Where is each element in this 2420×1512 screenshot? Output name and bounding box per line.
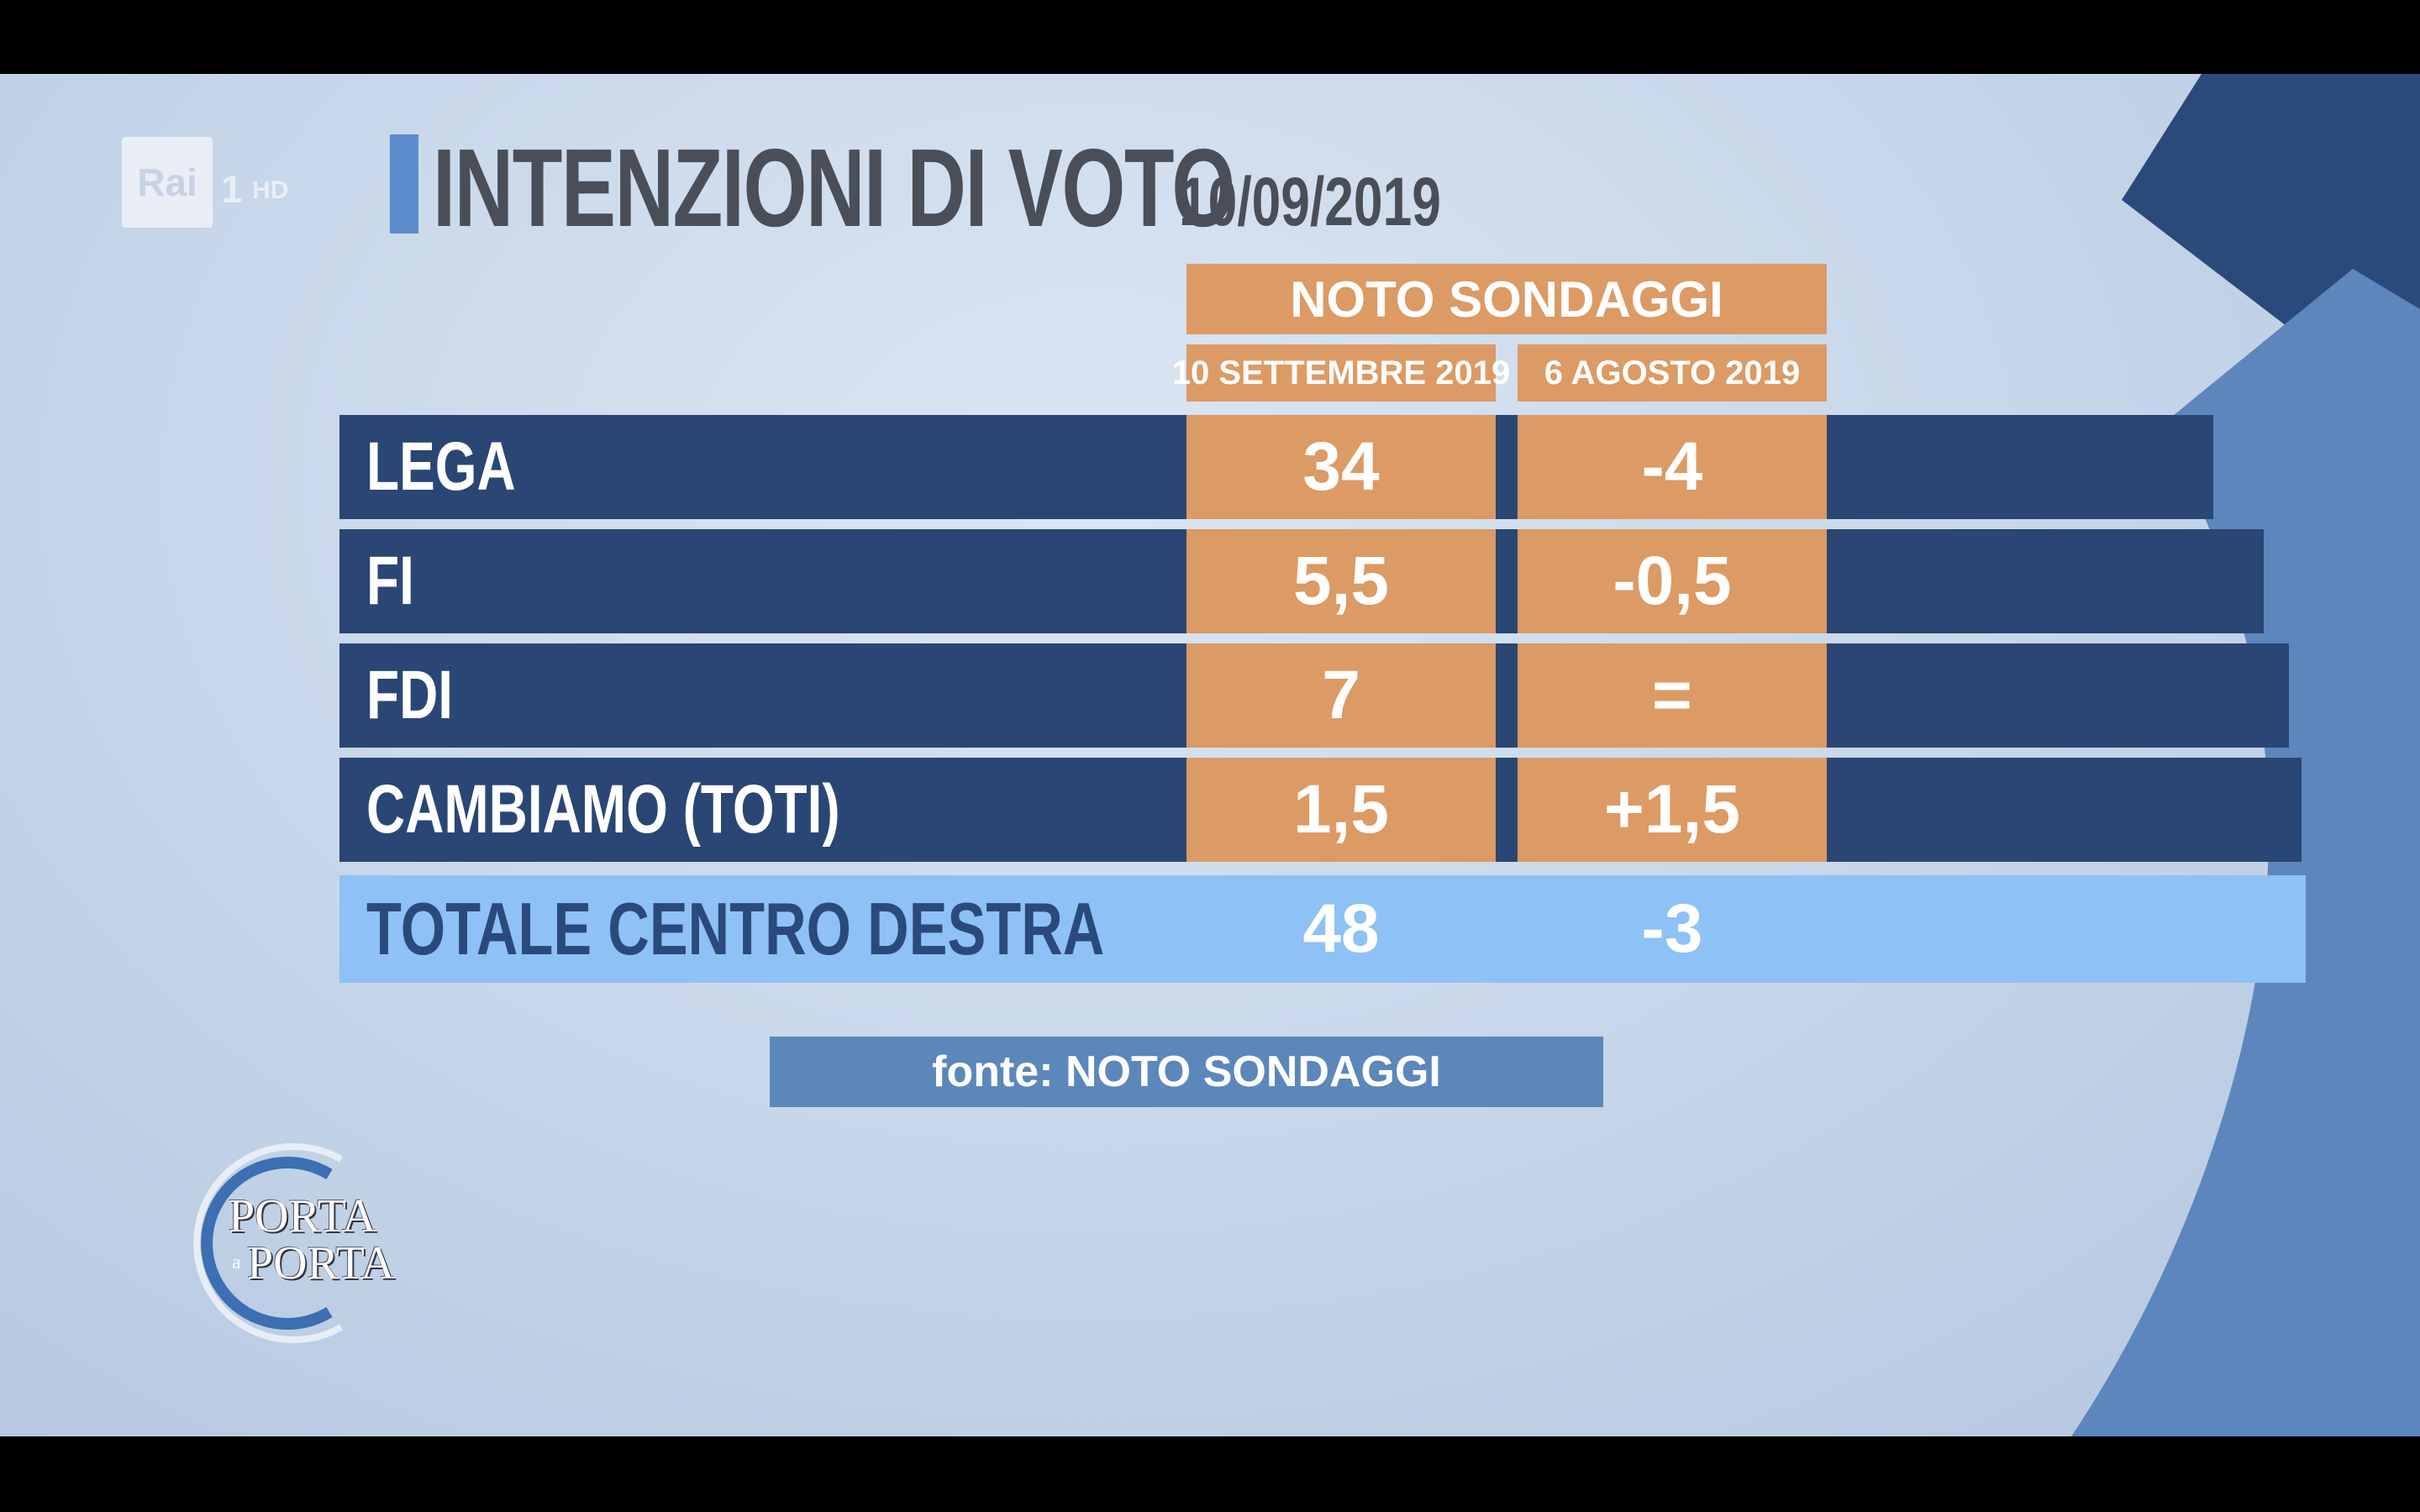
- current-value: 1,5: [1186, 758, 1496, 862]
- change-value: -4: [1518, 415, 1827, 519]
- total-row: TOTALE CENTRO DESTRA 48 -3: [339, 875, 2306, 983]
- current-value: 7: [1186, 643, 1496, 748]
- column-header-current: 10 SETTEMBRE 2019: [1172, 344, 1510, 402]
- change-value: =: [1518, 643, 1827, 748]
- title-date: 10/09/2019: [1179, 164, 1441, 240]
- poll-source-header: NOTO SONDAGGI: [1186, 264, 1827, 334]
- table-row: LEGA 34 -4: [339, 415, 2213, 519]
- party-label: FI: [366, 543, 414, 619]
- show-logo-ring: [193, 1143, 343, 1343]
- page-title: INTENZIONI DI VOTO: [433, 126, 1235, 249]
- total-change-value: -3: [1641, 890, 1703, 967]
- party-label: FDI: [366, 657, 454, 733]
- total-label: TOTALE CENTRO DESTRA: [366, 887, 1105, 970]
- column-header-previous: 6 AGOSTO 2019: [1518, 344, 1827, 402]
- channel-number: 1: [221, 167, 243, 211]
- total-current-value: 48: [1302, 890, 1380, 967]
- change-value: +1,5: [1518, 758, 1827, 862]
- title-accent-bar: [390, 134, 418, 234]
- source-note: fonte: NOTO SONDAGGI: [770, 1037, 1603, 1107]
- current-value: 5,5: [1186, 529, 1496, 633]
- deco-arc-shape: [2071, 269, 2420, 1436]
- table-row: FDI 7 =: [339, 643, 2289, 748]
- current-value: 34: [1186, 415, 1496, 519]
- rai-logo-icon: Rai: [122, 137, 213, 228]
- channel-quality: HD: [252, 176, 289, 204]
- table-row: FI 5,5 -0,5: [339, 529, 2264, 633]
- show-logo-connector: a: [232, 1252, 241, 1273]
- broadcast-frame: Rai 1 HD INTENZIONI DI VOTO 10/09/2019 N…: [0, 74, 2420, 1436]
- background-decoration: [2071, 74, 2420, 1436]
- show-logo-line1: PORTA: [229, 1190, 376, 1242]
- show-logo-line2: PORTA: [247, 1237, 395, 1289]
- party-label: CAMBIAMO (TOTI): [366, 771, 840, 848]
- porta-a-porta-logo-icon: PORTA a PORTA: [165, 1134, 434, 1352]
- party-label: LEGA: [366, 428, 516, 505]
- channel-logo-text: Rai: [137, 160, 197, 204]
- change-value: -0,5: [1518, 529, 1827, 633]
- table-row: CAMBIAMO (TOTI) 1,5 +1,5: [339, 758, 2302, 862]
